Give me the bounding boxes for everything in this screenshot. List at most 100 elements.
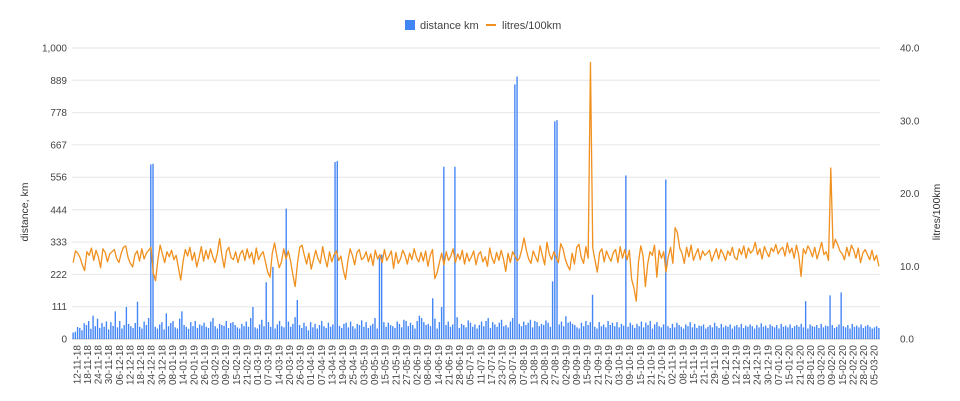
distance-bar: [738, 327, 740, 339]
x-axis-tick-label: 21-01-20: [795, 345, 806, 385]
x-axis-tick-label: 20-08-19: [540, 345, 551, 385]
distance-bar: [387, 322, 390, 339]
distance-bar: [782, 326, 785, 339]
x-axis-tick-label: 06-12-19: [721, 345, 732, 385]
distance-bar: [680, 326, 683, 339]
distance-bar: [154, 326, 156, 339]
distance-bar: [352, 326, 354, 339]
distance-bar: [218, 323, 221, 339]
distance-bar: [698, 325, 700, 339]
distance-bar: [867, 325, 869, 339]
distance-bar: [263, 326, 265, 339]
distance-bar: [578, 328, 580, 339]
distance-bar: [558, 324, 560, 339]
x-axis-tick-label: 27-10-19: [657, 345, 668, 385]
distance-bar: [840, 292, 842, 339]
x-axis-tick-label: 08-01-19: [168, 345, 179, 385]
x-axis-tick-label: 09-02-20: [827, 345, 838, 385]
distance-bar: [400, 327, 403, 339]
x-axis-tick-label: 14-01-19: [179, 345, 190, 385]
distance-bar: [523, 321, 525, 339]
distance-bar: [647, 325, 649, 339]
x-axis-tick-label: 26-03-19: [296, 345, 307, 385]
distance-bar: [487, 318, 489, 339]
left-axis-ticks: 0 111 222 333 444 556 667 778 889 1,000: [42, 44, 67, 346]
left-axis-title: distance, km: [19, 182, 31, 241]
distance-bar: [403, 319, 405, 339]
distance-bar: [141, 328, 143, 339]
distance-bar: [869, 326, 871, 339]
distance-bar: [787, 327, 789, 339]
distance-bar: [383, 322, 385, 339]
distance-bar: [576, 327, 578, 339]
distance-bar: [416, 320, 418, 339]
distance-bar: [152, 163, 154, 339]
x-axis-tick-label: 03-10-19: [615, 345, 626, 385]
distance-bar: [114, 311, 116, 339]
distance-bar: [201, 325, 203, 339]
distance-bar: [392, 326, 394, 339]
distance-bar: [223, 325, 225, 339]
distance-bar: [707, 326, 709, 339]
distance-bar: [789, 324, 791, 339]
distance-bar: [822, 327, 825, 339]
x-axis-tick-label: 14-03-19: [274, 345, 285, 385]
distance-bar: [720, 323, 722, 339]
distance-bar: [321, 320, 323, 339]
distance-bar: [654, 324, 656, 339]
distance-bar: [862, 327, 865, 339]
distance-bar: [210, 321, 212, 339]
distance-bar: [813, 326, 816, 339]
x-axis-tick-label: 21-06-19: [444, 345, 455, 385]
distance-bar: [753, 328, 756, 339]
distance-bar: [678, 325, 680, 339]
x-axis-tick-label: 28-02-20: [859, 345, 870, 385]
distance-bar: [671, 323, 674, 339]
x-axis-tick-label: 15-05-19: [381, 345, 392, 385]
distance-bar: [507, 327, 509, 339]
distance-bar: [296, 300, 298, 339]
distance-bar: [529, 319, 532, 339]
consumption-line-path: [72, 61, 880, 302]
distance-bar: [469, 322, 472, 339]
distance-bar: [471, 326, 474, 339]
x-axis-tick-label: 27-08-19: [551, 345, 562, 385]
left-axis-tick-label: 222: [50, 270, 67, 281]
distance-bar: [96, 318, 99, 339]
distance-bar: [769, 324, 771, 339]
distance-bar: [107, 329, 110, 339]
distance-bar: [793, 326, 796, 339]
x-axis-tick-label: 28-06-19: [455, 345, 466, 385]
distance-bar: [800, 323, 802, 339]
distance-bar: [847, 325, 849, 339]
distance-bar: [485, 320, 487, 339]
right-axis-tick-label: 0.0: [900, 335, 914, 346]
right-axis-ticks: 0.0 10.0 20.0 30.0 40.0: [900, 44, 920, 346]
distance-bar: [629, 322, 631, 339]
distance-bar: [165, 313, 168, 339]
distance-bar: [287, 321, 290, 339]
distance-bar: [547, 322, 549, 339]
distance-bar: [85, 325, 88, 339]
distance-bar: [356, 323, 358, 339]
distance-bar: [314, 323, 316, 339]
distance-bar: [651, 328, 654, 339]
x-axis-tick-label: 25-04-19: [349, 345, 360, 385]
x-axis-tick-label: 07-08-19: [519, 345, 530, 385]
distance-bar: [372, 323, 374, 339]
distance-bar: [309, 322, 312, 339]
distance-bar: [136, 301, 139, 339]
distance-bar: [802, 327, 805, 339]
distance-bar: [398, 323, 401, 339]
distance-bar: [656, 322, 658, 339]
x-axis-tick-label: 30-07-19: [508, 345, 519, 385]
left-axis-tick-label: 556: [50, 173, 67, 184]
distance-bar: [360, 320, 363, 339]
distance-bar: [831, 325, 833, 339]
distance-bar: [483, 326, 485, 339]
x-axis-tick-label: 01-03-19: [253, 345, 264, 385]
distance-bar: [627, 326, 629, 339]
distance-bar: [596, 328, 598, 339]
distance-bar: [245, 321, 247, 339]
distance-bar: [642, 327, 645, 339]
